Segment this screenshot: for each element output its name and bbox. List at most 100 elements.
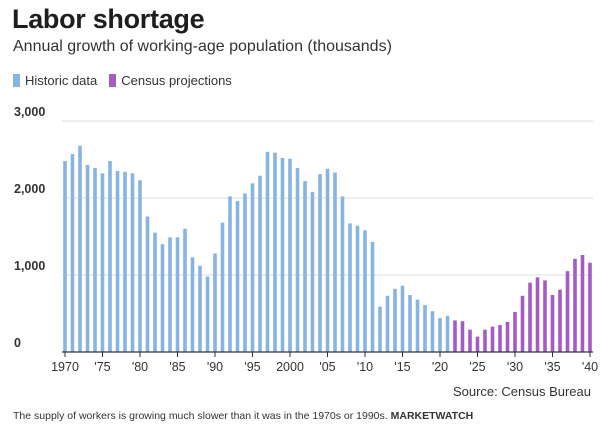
- caption-text: The supply of workers is growing much sl…: [13, 410, 388, 422]
- bar-historic: [348, 223, 352, 352]
- bar-historic: [385, 295, 390, 352]
- x-tick-label: '95: [244, 360, 260, 374]
- legend-label-projection: Census projections: [121, 73, 232, 88]
- bar-historic: [220, 222, 225, 352]
- bar-historic: [408, 295, 412, 352]
- legend-label-historic: Historic data: [25, 73, 98, 88]
- bar-historic: [78, 145, 82, 352]
- x-tick-label: 1970: [51, 360, 79, 374]
- bar-historic: [235, 201, 240, 352]
- bar-historic: [243, 193, 247, 352]
- bar-historic: [415, 299, 420, 352]
- bar-historic: [205, 276, 210, 352]
- bar-projection: [588, 262, 592, 352]
- bar-historic: [183, 228, 187, 352]
- bar-projection: [483, 329, 487, 352]
- bar-projection: [468, 329, 472, 352]
- x-tick-label: '40: [582, 360, 598, 374]
- bar-historic: [363, 230, 367, 352]
- bar-projection: [573, 258, 577, 352]
- bar-historic: [168, 237, 172, 352]
- bar-historic: [250, 183, 255, 352]
- x-tick-label: '25: [469, 360, 485, 374]
- bar-historic: [445, 315, 450, 352]
- bar-historic: [130, 173, 135, 352]
- x-tick-label: '15: [394, 360, 410, 374]
- y-tick-label: 2,000: [14, 182, 45, 196]
- bar-historic: [325, 168, 330, 352]
- bar-historic: [400, 285, 405, 352]
- chart-title: Labor shortage: [12, 4, 205, 34]
- bar-projection: [513, 311, 517, 352]
- x-tick-label: '05: [319, 360, 335, 374]
- bar-historic: [70, 154, 75, 352]
- bar-historic: [138, 180, 142, 352]
- bar-historic: [108, 161, 112, 352]
- y-tick-label: 3,000: [14, 105, 45, 119]
- source-note: Source: Census Bureau: [452, 384, 591, 399]
- bar-projection: [528, 282, 532, 352]
- legend-item-projection: Census projections: [109, 73, 232, 88]
- chart-caption: The supply of workers is growing much sl…: [13, 410, 473, 422]
- bar-historic: [175, 237, 180, 352]
- y-tick-label: 0: [14, 336, 21, 350]
- bar-historic: [93, 167, 97, 352]
- x-tick-label: '10: [357, 360, 373, 374]
- x-tick-label: '35: [544, 360, 560, 374]
- bar-historic: [378, 306, 382, 352]
- bar-projection: [498, 325, 502, 352]
- bar-historic: [355, 225, 360, 352]
- bar-historic: [190, 257, 195, 352]
- bar-historic: [258, 175, 262, 352]
- bar-projection: [543, 280, 547, 352]
- bar-projection: [565, 271, 570, 352]
- legend-item-historic: Historic data: [13, 73, 97, 88]
- chart-subtitle: Annual growth of working-age population …: [13, 38, 392, 55]
- x-tick-label: '90: [207, 360, 223, 374]
- bar-historic: [438, 318, 442, 352]
- legend-swatch-projection: [109, 74, 117, 87]
- bar-projection: [453, 320, 457, 352]
- x-tick-label: '75: [94, 360, 110, 374]
- brand-name: MARKETWATCH: [390, 410, 474, 422]
- bar-historic: [228, 196, 232, 352]
- x-tick-label: '85: [169, 360, 185, 374]
- bar-projection: [460, 321, 465, 352]
- x-tick-label: '30: [507, 360, 523, 374]
- bar-historic: [295, 167, 300, 352]
- bar-projection: [505, 321, 510, 352]
- bar-historic: [153, 232, 157, 352]
- bar-projection: [535, 277, 540, 352]
- x-tick-label: 2000: [276, 360, 304, 374]
- bar-projection: [558, 289, 562, 352]
- x-tick-label: '80: [132, 360, 148, 374]
- bar-historic: [160, 244, 165, 352]
- bar-historic: [273, 152, 277, 352]
- bar-historic: [145, 216, 150, 352]
- bar-projection: [550, 295, 555, 352]
- bar-historic: [310, 191, 315, 352]
- bar-historic: [303, 181, 307, 352]
- bar-historic: [370, 241, 375, 352]
- bar-historic: [333, 172, 337, 352]
- bar-historic: [63, 161, 67, 352]
- bar-historic: [115, 171, 120, 352]
- bar-historic: [430, 311, 435, 352]
- y-tick-label: 1,000: [14, 259, 45, 273]
- bar-historic: [123, 171, 127, 352]
- bar-projection: [490, 326, 495, 352]
- legend-swatch-historic: [13, 74, 20, 87]
- bar-historic: [340, 196, 345, 352]
- bar-projection: [580, 254, 585, 352]
- bar-historic: [318, 174, 322, 352]
- bar-historic: [423, 305, 427, 352]
- bar-historic: [198, 265, 202, 352]
- bar-historic: [213, 253, 217, 352]
- bar-historic: [85, 164, 90, 352]
- bar-projection: [475, 336, 480, 352]
- bar-historic: [100, 173, 105, 352]
- bar-projection: [520, 295, 525, 352]
- bar-historic: [280, 157, 285, 352]
- chart-legend: Historic data Census projections: [13, 73, 244, 88]
